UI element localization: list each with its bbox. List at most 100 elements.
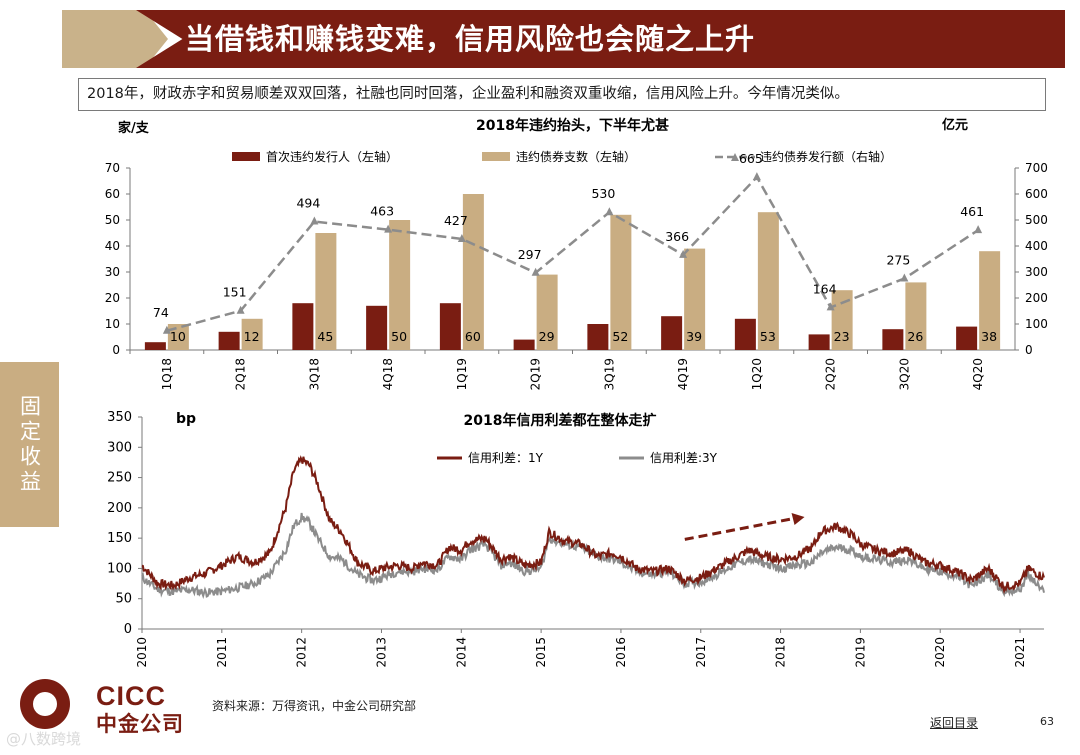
bar-first-default-issuer: [218, 331, 240, 350]
x-tick-label: 2016: [614, 637, 628, 668]
bar-data-label: 12: [244, 329, 260, 344]
bar-default-bond-count: [462, 194, 484, 350]
y-tick-label: 0: [112, 343, 120, 357]
line-data-label: 665: [739, 151, 763, 166]
x-tick-label: 2Q18: [234, 358, 248, 390]
line-point: [531, 267, 540, 276]
side-tab: [0, 362, 59, 527]
page-title: 当借钱和赚钱变难，信用风险也会随之上升: [185, 22, 756, 56]
y-tick-label: 250: [107, 471, 132, 486]
line-data-label: 297: [518, 247, 542, 262]
legend-label: 违约债券支数（左轴）: [516, 149, 636, 164]
legend-swatch: [232, 152, 260, 161]
x-tick-label: 2020: [933, 637, 947, 668]
chart1-title: 2018年违约抬头，下半年尤甚: [476, 117, 669, 134]
bar-data-label: 39: [686, 329, 702, 344]
line-data-label: 463: [370, 204, 394, 219]
line-point: [900, 273, 909, 282]
line-data-label: 366: [665, 229, 689, 244]
y-tick-label: 100: [107, 561, 132, 576]
bar-data-label: 38: [981, 329, 997, 344]
y2-tick-label: 100: [1025, 317, 1048, 331]
bar-default-bond-count: [315, 233, 337, 350]
summary-text: 2018年，财政赤字和贸易顺差双双回落，社融也同时回落，企业盈利和融资双重收缩，…: [78, 78, 1046, 111]
line-point: [162, 325, 171, 334]
y-tick-label: 60: [105, 187, 120, 201]
back-to-contents-link[interactable]: 返回目录: [930, 716, 979, 730]
bar-first-default-issuer: [808, 334, 830, 350]
x-tick-label: 4Q19: [676, 358, 690, 390]
bar-data-label: 23: [834, 329, 850, 344]
line-point: [974, 225, 983, 234]
side-tab-label: 固定收益: [17, 394, 42, 495]
y-tick-label: 200: [107, 501, 132, 516]
x-tick-label: 2010: [135, 637, 149, 668]
line-data-label: 164: [813, 281, 837, 296]
legend-swatch: [482, 152, 510, 161]
right-axis-unit: 亿元: [942, 117, 968, 133]
series-line-1y: [141, 455, 1045, 595]
bar-first-default-issuer: [882, 329, 904, 350]
y2-tick-label: 600: [1025, 187, 1048, 201]
bar-first-default-issuer: [587, 324, 609, 350]
y-tick-label: 0: [124, 622, 132, 637]
line-point: [236, 305, 245, 314]
line-data-label: 494: [296, 196, 320, 211]
line-data-label: 74: [153, 305, 169, 320]
bar-default-bond-count: [831, 290, 853, 350]
line-data-label: 530: [591, 186, 615, 201]
bar-default-bond-count: [241, 318, 263, 350]
line-data-label: 275: [886, 253, 910, 268]
x-tick-label: 2018: [774, 637, 788, 668]
x-tick-label: 2019: [853, 637, 867, 668]
x-tick-label: 2015: [534, 637, 548, 668]
y2-tick-label: 400: [1025, 239, 1048, 253]
x-tick-label: 2012: [295, 637, 309, 668]
bar-default-bond-count: [757, 212, 779, 350]
y2-tick-label: 200: [1025, 291, 1048, 305]
bar-data-label: 60: [465, 329, 481, 344]
line-point: [605, 207, 614, 216]
x-tick-label: 3Q19: [602, 358, 616, 390]
y-axis-unit: bp: [176, 411, 196, 427]
logo-text-cn: 中金公司: [96, 712, 184, 736]
x-tick-label: 1Q18: [160, 358, 174, 390]
bar-first-default-issuer: [292, 303, 314, 350]
legend-label: 信用利差:3Y: [650, 451, 718, 465]
bar-data-label: 50: [391, 329, 407, 344]
bar-default-bond-count: [536, 274, 558, 350]
y-tick-label: 350: [107, 410, 132, 425]
logo-text-en: CICC: [96, 681, 166, 711]
bar-data-label: 53: [760, 329, 776, 344]
bar-data-label: 45: [317, 329, 333, 344]
watermark: @八数跨境: [6, 730, 82, 748]
line-data-label: 151: [223, 285, 247, 300]
x-tick-label: 1Q19: [455, 358, 469, 390]
y2-tick-label: 500: [1025, 213, 1048, 227]
bar-first-default-issuer: [956, 326, 978, 350]
header-banner: [136, 10, 1065, 68]
bar-first-default-issuer: [439, 303, 461, 350]
legend-label: 信用利差：1Y: [468, 451, 544, 465]
line-point: [310, 216, 319, 225]
header-accent: [62, 10, 168, 68]
line-point: [384, 224, 393, 233]
y-tick-label: 30: [105, 265, 120, 279]
chart2-title: 2018年信用利差都在整体走扩: [464, 412, 657, 429]
legend-label: 违约债券发行额（右轴）: [760, 149, 892, 164]
y-tick-label: 300: [107, 440, 132, 455]
default-amount-line: [166, 175, 979, 332]
line-data-label: 427: [444, 213, 468, 228]
bar-first-default-issuer: [144, 342, 166, 350]
trend-arrow-head: [791, 512, 805, 525]
bar-first-default-issuer: [661, 316, 683, 350]
x-tick-label: 2014: [454, 637, 468, 668]
line-point: [679, 249, 688, 258]
bar-default-bond-count: [905, 282, 927, 350]
y-tick-label: 50: [105, 213, 120, 227]
x-tick-label: 4Q20: [971, 358, 985, 390]
bar-default-bond-count: [389, 220, 411, 350]
source-note: 资料来源：万得资讯，中金公司研究部: [212, 699, 417, 713]
x-tick-label: 3Q18: [307, 358, 321, 390]
